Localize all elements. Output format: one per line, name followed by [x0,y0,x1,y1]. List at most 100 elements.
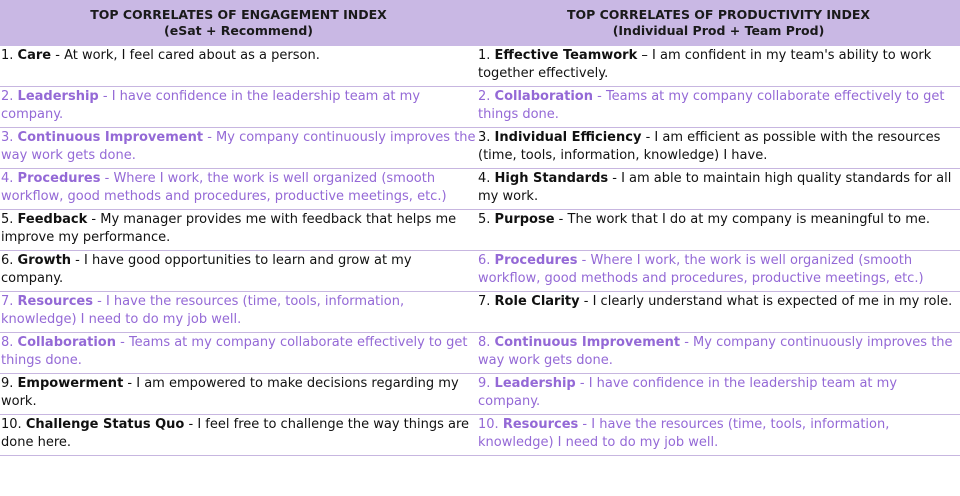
header-row: TOP CORRELATES OF ENGAGEMENT INDEX (eSat… [0,0,960,46]
item-number: 3. [478,130,491,145]
item-description: My company continuously improves the way… [478,335,953,368]
item-term: Leadership [494,376,576,391]
item-term: Resources [17,294,93,309]
table-row: 10. Challenge Status Quo - I feel free t… [0,414,960,456]
item-term: Effective Teamwork [494,48,638,63]
item-description: I have the resources (time, tools, infor… [1,294,405,327]
engagement-cell: 5. Feedback - My manager provides me wit… [0,209,477,251]
item-term: Collaboration [17,335,116,350]
item-term: Continuous Improvement [494,335,681,350]
item-description: I am able to maintain high quality stand… [478,171,952,204]
item-separator: - [203,130,217,145]
item-separator: - [575,376,589,391]
engagement-cell: 4. Procedures - Where I work, the work i… [0,168,477,210]
item-description: Teams at my company collaborate effectiv… [1,335,468,368]
item-separator: - [87,212,101,227]
item-term: Role Clarity [494,294,580,309]
engagement-header-title: TOP CORRELATES OF ENGAGEMENT INDEX [90,7,387,22]
item-number: 7. [1,294,14,309]
item-description: I am empowered to make decisions regardi… [1,376,459,409]
correlates-table: TOP CORRELATES OF ENGAGEMENT INDEX (eSat… [0,0,960,456]
item-term: Leadership [17,89,99,104]
engagement-cell: 9. Empowerment - I am empowered to make … [0,373,477,415]
item-description: I am efficient as possible with the reso… [478,130,941,163]
engagement-cell: 7. Resources - I have the resources (tim… [0,291,477,333]
item-number: 5. [1,212,14,227]
productivity-cell: 7. Role Clarity - I clearly understand w… [477,291,960,333]
item-number: 5. [478,212,491,227]
table-row: 2. Leadership - I have confidence in the… [0,86,960,128]
item-number: 10. [478,417,499,432]
productivity-cell: 8. Continuous Improvement - My company c… [477,332,960,374]
item-number: 8. [478,335,491,350]
item-term: Challenge Status Quo [25,417,185,432]
item-term: Feedback [17,212,88,227]
item-description: My company continuously improves the way… [1,130,476,163]
productivity-header-subtitle: (Individual Prod + Team Prod) [612,23,825,38]
item-description: I feel free to challenge the way things … [1,417,470,450]
item-description: I clearly understand what is expected of… [592,294,953,309]
item-term: High Standards [494,171,609,186]
productivity-header-title: TOP CORRELATES OF PRODUCTIVITY INDEX [566,7,871,22]
item-separator: - [577,253,591,268]
item-number: 9. [1,376,14,391]
item-separator: - [92,294,106,309]
productivity-cell: 3. Individual Efficiency - I am efficien… [477,127,960,169]
item-description: Where I work, the work is well organized… [478,253,924,286]
productivity-cell: 2. Collaboration - Teams at my company c… [477,86,960,128]
item-term: Growth [17,253,72,268]
item-separator: - [51,48,65,63]
item-number: 3. [1,130,14,145]
productivity-cell: 6. Procedures - Where I work, the work i… [477,250,960,292]
productivity-cell: 1. Effective Teamwork – I am confident i… [477,46,960,87]
productivity-cell: 9. Leadership - I have confidence in the… [477,373,960,415]
engagement-header-subtitle: (eSat + Recommend) [164,23,313,38]
item-separator: - [608,171,622,186]
item-number: 4. [1,171,14,186]
item-term: Care [17,48,52,63]
item-number: 4. [478,171,491,186]
item-description: The work that I do at my company is mean… [567,212,931,227]
item-term: Collaboration [494,89,593,104]
item-number: 9. [478,376,491,391]
table-row: 6. Growth - I have good opportunities to… [0,250,960,292]
table-row: 4. Procedures - Where I work, the work i… [0,168,960,210]
engagement-header: TOP CORRELATES OF ENGAGEMENT INDEX (eSat… [0,0,477,46]
item-description: At work, I feel cared about as a person. [64,48,320,63]
item-number: 10. [1,417,22,432]
item-number: 1. [478,48,491,63]
item-separator: - [680,335,694,350]
engagement-cell: 10. Challenge Status Quo - I feel free t… [0,414,477,456]
item-separator: - [184,417,198,432]
item-number: 6. [478,253,491,268]
engagement-cell: 8. Collaboration - Teams at my company c… [0,332,477,374]
table-row: 5. Feedback - My manager provides me wit… [0,209,960,251]
item-separator: - [592,89,606,104]
item-number: 1. [1,48,14,63]
table-row: 3. Continuous Improvement - My company c… [0,127,960,169]
item-description: I have good opportunities to learn and g… [1,253,412,286]
item-separator: - [578,417,592,432]
item-separator: - [579,294,593,309]
table-body: 1. Care - At work, I feel cared about as… [0,46,960,456]
item-term: Continuous Improvement [17,130,204,145]
item-separator: – [637,48,653,63]
item-separator: - [115,335,129,350]
item-term: Individual Efficiency [494,130,642,145]
item-separator: - [71,253,85,268]
item-description: Where I work, the work is well organized… [1,171,447,204]
item-term: Resources [502,417,579,432]
item-separator: - [554,212,568,227]
item-description: I am confident in my team's ability to w… [478,48,932,81]
item-number: 6. [1,253,14,268]
table-row: 8. Collaboration - Teams at my company c… [0,332,960,374]
productivity-header: TOP CORRELATES OF PRODUCTIVITY INDEX (In… [477,0,960,46]
productivity-cell: 10. Resources - I have the resources (ti… [477,414,960,456]
item-description: I have confidence in the leadership team… [1,89,421,122]
item-number: 7. [478,294,491,309]
item-term: Procedures [17,171,101,186]
table-row: 9. Empowerment - I am empowered to make … [0,373,960,415]
productivity-cell: 4. High Standards - I am able to maintai… [477,168,960,210]
engagement-cell: 6. Growth - I have good opportunities to… [0,250,477,292]
item-number: 2. [478,89,491,104]
